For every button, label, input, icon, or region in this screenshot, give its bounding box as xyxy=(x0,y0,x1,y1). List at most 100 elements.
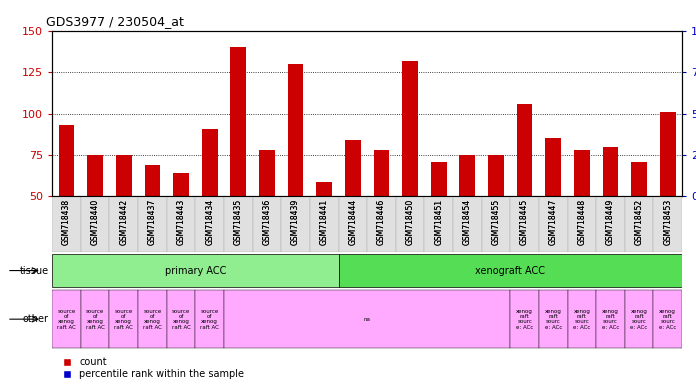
Bar xyxy=(109,197,138,252)
Bar xyxy=(167,197,196,252)
Text: GSM718436: GSM718436 xyxy=(262,199,271,245)
Bar xyxy=(87,155,103,197)
Point xyxy=(147,23,158,29)
Bar xyxy=(482,197,510,252)
Bar xyxy=(116,155,132,197)
Bar xyxy=(224,290,510,348)
Point xyxy=(232,6,244,12)
Bar xyxy=(224,197,253,252)
Bar xyxy=(138,290,167,348)
Text: xenog
raft
sourc
e: ACc: xenog raft sourc e: ACc xyxy=(544,309,562,330)
Bar xyxy=(310,197,338,252)
Text: GSM718436: GSM718436 xyxy=(262,199,271,245)
Bar xyxy=(574,150,590,197)
Text: na: na xyxy=(363,317,371,322)
Point xyxy=(319,24,330,30)
Bar xyxy=(338,197,367,252)
Text: tissue: tissue xyxy=(19,266,49,276)
Bar xyxy=(539,197,567,252)
Bar xyxy=(654,197,682,252)
Bar xyxy=(603,147,618,197)
Text: GSM718453: GSM718453 xyxy=(663,199,672,245)
Bar xyxy=(52,197,81,252)
Text: source
of
xenog
raft AC: source of xenog raft AC xyxy=(172,309,191,330)
Text: GSM718453: GSM718453 xyxy=(663,199,672,245)
Bar xyxy=(431,162,447,197)
Text: GSM718434: GSM718434 xyxy=(205,199,214,245)
Text: GSM718437: GSM718437 xyxy=(148,199,157,245)
Bar xyxy=(396,197,425,252)
Text: GSM718440: GSM718440 xyxy=(90,199,100,245)
Text: GDS3977 / 230504_at: GDS3977 / 230504_at xyxy=(46,15,184,28)
Bar xyxy=(259,150,275,197)
Text: GSM718445: GSM718445 xyxy=(520,199,529,245)
Bar xyxy=(596,197,625,252)
Bar xyxy=(345,140,361,197)
Text: GSM718448: GSM718448 xyxy=(578,199,586,245)
Text: GSM718454: GSM718454 xyxy=(463,199,472,245)
Text: GSM718438: GSM718438 xyxy=(62,199,71,245)
Text: source
of
xenog
raft AC: source of xenog raft AC xyxy=(86,309,104,330)
Text: GSM718452: GSM718452 xyxy=(635,199,644,245)
Point xyxy=(548,10,559,16)
Bar xyxy=(145,165,160,197)
Bar xyxy=(316,182,332,197)
Text: GSM718444: GSM718444 xyxy=(348,199,357,245)
Text: GSM718452: GSM718452 xyxy=(635,199,644,245)
Bar xyxy=(196,197,224,252)
Text: GSM718442: GSM718442 xyxy=(119,199,128,245)
Text: GSM718451: GSM718451 xyxy=(434,199,443,245)
Bar xyxy=(287,64,303,197)
Text: GSM718451: GSM718451 xyxy=(434,199,443,245)
Text: GSM718450: GSM718450 xyxy=(406,199,415,245)
Bar xyxy=(109,290,138,348)
Text: GSM718444: GSM718444 xyxy=(348,199,357,245)
Text: xenog
raft
sourc
e: ACc: xenog raft sourc e: ACc xyxy=(631,309,648,330)
Bar xyxy=(459,155,475,197)
Text: source
of
xenog
raft AC: source of xenog raft AC xyxy=(57,309,76,330)
Bar xyxy=(173,173,189,197)
Bar xyxy=(567,197,596,252)
Bar xyxy=(425,197,453,252)
Point xyxy=(519,6,530,12)
Bar xyxy=(510,290,539,348)
Text: GSM718446: GSM718446 xyxy=(377,199,386,245)
Bar xyxy=(539,290,567,348)
Text: GSM718439: GSM718439 xyxy=(291,199,300,245)
Text: GSM718445: GSM718445 xyxy=(520,199,529,245)
Bar xyxy=(631,162,647,197)
Point xyxy=(376,14,387,20)
Bar xyxy=(58,125,74,197)
Point xyxy=(461,8,473,14)
Point xyxy=(204,6,215,12)
Bar xyxy=(367,197,396,252)
Point xyxy=(605,14,616,20)
Text: xenog
raft
sourc
e: ACc: xenog raft sourc e: ACc xyxy=(574,309,591,330)
Point xyxy=(576,14,587,20)
Text: GSM718447: GSM718447 xyxy=(548,199,557,245)
Legend: count, percentile rank within the sample: count, percentile rank within the sample xyxy=(57,357,244,379)
Text: GSM718442: GSM718442 xyxy=(119,199,128,245)
Text: GSM718438: GSM718438 xyxy=(62,199,71,245)
Bar xyxy=(281,197,310,252)
Text: GSM718450: GSM718450 xyxy=(406,199,415,245)
Text: GSM718435: GSM718435 xyxy=(234,199,243,245)
Text: GSM718441: GSM718441 xyxy=(319,199,329,245)
Text: source
of
xenog
raft AC: source of xenog raft AC xyxy=(114,309,133,330)
Text: xenog
raft
sourc
e: ACc: xenog raft sourc e: ACc xyxy=(659,309,677,330)
Text: GSM718437: GSM718437 xyxy=(148,199,157,245)
Text: GSM718440: GSM718440 xyxy=(90,199,100,245)
Bar xyxy=(488,155,504,197)
Text: GSM718447: GSM718447 xyxy=(548,199,557,245)
Bar xyxy=(202,129,218,197)
Text: GSM718439: GSM718439 xyxy=(291,199,300,245)
Text: GSM718455: GSM718455 xyxy=(491,199,500,245)
Point xyxy=(90,16,101,22)
Text: GSM718443: GSM718443 xyxy=(177,199,186,245)
Point xyxy=(118,14,129,20)
Text: GSM718449: GSM718449 xyxy=(606,199,615,245)
Point xyxy=(262,18,273,24)
Text: GSM718448: GSM718448 xyxy=(578,199,586,245)
Point xyxy=(491,0,502,1)
Bar xyxy=(510,197,539,252)
